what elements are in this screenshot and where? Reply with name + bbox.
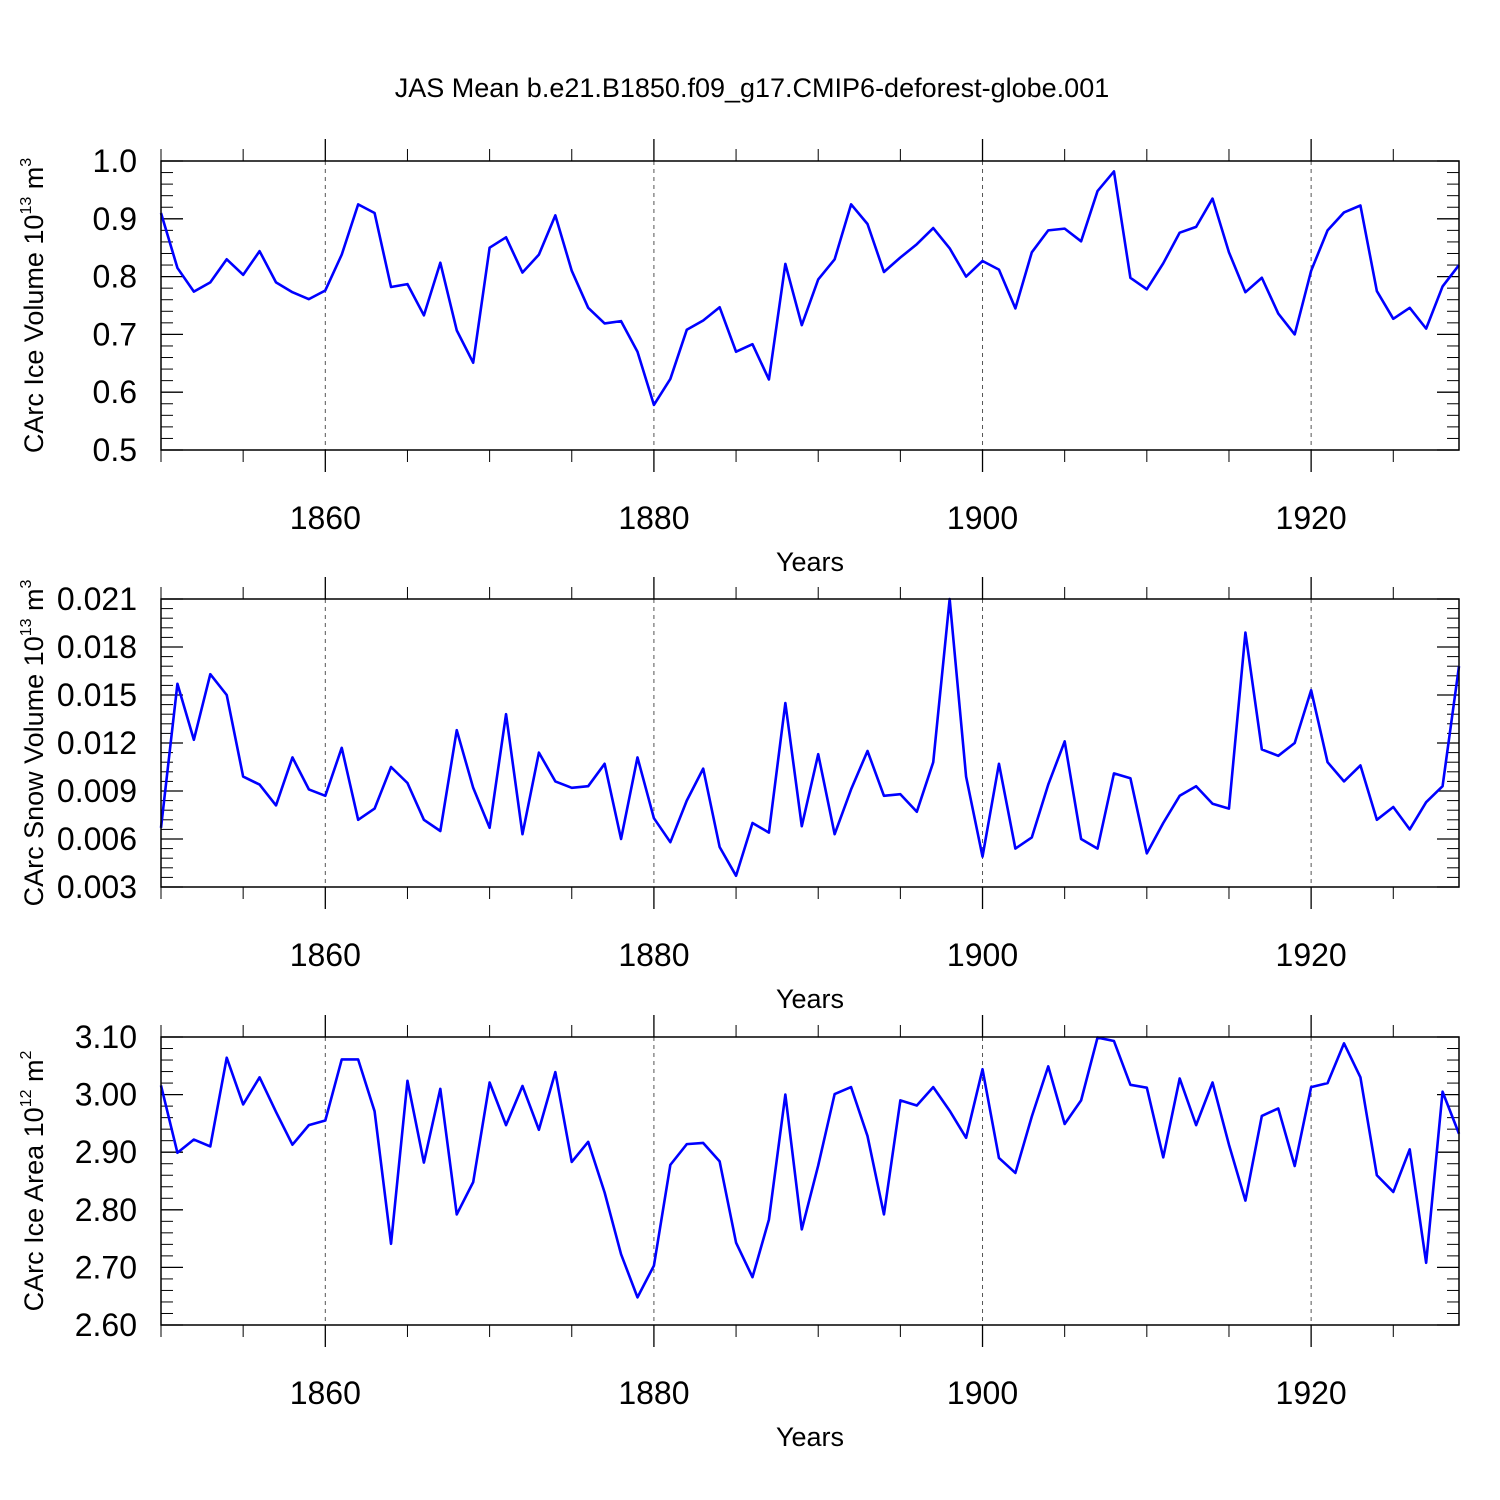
y-tick-label: 0.009 [57, 773, 137, 809]
series-line [159, 597, 1461, 878]
y-axis-label-unit: m [19, 588, 49, 618]
y-axis-label-unit-exponent: 3 [18, 579, 35, 588]
y-axis-label-unit-exponent: 3 [18, 158, 35, 167]
y-axis-label-exponent: 13 [18, 618, 35, 636]
panel-snow-volume: 0.003 0.006 0.009 0.012 0.015 0.018 0.021 1860… [18, 577, 1461, 1014]
panel-ice-volume: 0.5 0.6 0.7 0.8 0.9 1.0 1860 1880 1900 1920 Year… [18, 139, 1461, 577]
y-tick-label: 0.003 [57, 869, 137, 905]
y-tick-label: 0.015 [57, 677, 137, 713]
x-axis-label: Years [776, 547, 844, 577]
y-tick-label: 2.90 [75, 1134, 137, 1170]
x-tick-label-1860: 1860 [290, 937, 361, 973]
y-tick-label: 0.012 [57, 725, 137, 761]
y-tick-label: 0.6 [93, 374, 137, 410]
y-axis-label-unit-exponent: 2 [18, 1051, 35, 1060]
series-line [159, 170, 1461, 407]
x-tick-label-1880: 1880 [618, 937, 689, 973]
x-axis-label: Years [776, 984, 844, 1014]
x-tick-label-1920: 1920 [1276, 500, 1347, 536]
y-tick-label: 1.0 [93, 143, 137, 179]
series-line [159, 1036, 1461, 1299]
x-tick-label-1920: 1920 [1276, 937, 1347, 973]
figure-title: JAS Mean b.e21.B1850.f09_g17.CMIP6-defor… [395, 73, 1109, 103]
y-tick-label: 0.006 [57, 821, 137, 857]
x-tick-label-1900: 1900 [947, 1375, 1018, 1411]
y-tick-label: 2.80 [75, 1192, 137, 1228]
x-tick-label-1880: 1880 [618, 500, 689, 536]
y-axis-label-text: CArc Ice Area 10 [19, 1107, 49, 1311]
y-tick-label: 0.021 [57, 581, 137, 617]
y-axis-label-unit: m [19, 167, 49, 197]
y-tick-label: 0.9 [93, 201, 137, 237]
x-tick-label-1880: 1880 [618, 1375, 689, 1411]
y-tick-label: 2.60 [75, 1307, 137, 1343]
y-tick-label: 3.00 [75, 1077, 137, 1113]
y-axis-label-exponent: 13 [18, 197, 35, 215]
panel-ice-area: 2.60 2.70 2.80 2.90 3.00 3.10 1860 1880 1900 192… [18, 1015, 1461, 1452]
y-tick-label: 0.018 [57, 629, 137, 665]
y-axis-label: CArc Snow Volume 1013 m3 [18, 579, 49, 906]
x-tick-label-1860: 1860 [290, 1375, 361, 1411]
x-tick-label-1860: 1860 [290, 500, 361, 536]
y-tick-label: 0.8 [93, 259, 137, 295]
plot-frame [160, 160, 1460, 451]
x-axis-label: Years [776, 1422, 844, 1452]
y-tick-label: 2.70 [75, 1249, 137, 1285]
y-axis-label-exponent: 12 [18, 1089, 35, 1107]
plot-frame [160, 598, 1460, 888]
y-axis-label: CArc Ice Volume 1013 m3 [18, 158, 49, 453]
y-tick-label: 3.10 [75, 1019, 137, 1055]
x-tick-label-1900: 1900 [947, 500, 1018, 536]
x-tick-label-1900: 1900 [947, 937, 1018, 973]
y-axis-label: CArc Ice Area 1012 m2 [18, 1051, 49, 1312]
x-tick-label-1920: 1920 [1276, 1375, 1347, 1411]
y-axis-label-unit: m [19, 1060, 49, 1090]
y-axis-label-text: CArc Ice Volume 10 [19, 215, 49, 454]
plot-frame [160, 1036, 1460, 1326]
y-axis-label-text: CArc Snow Volume 10 [19, 636, 49, 906]
y-tick-label: 0.5 [93, 432, 137, 468]
y-tick-label: 0.7 [93, 316, 137, 352]
